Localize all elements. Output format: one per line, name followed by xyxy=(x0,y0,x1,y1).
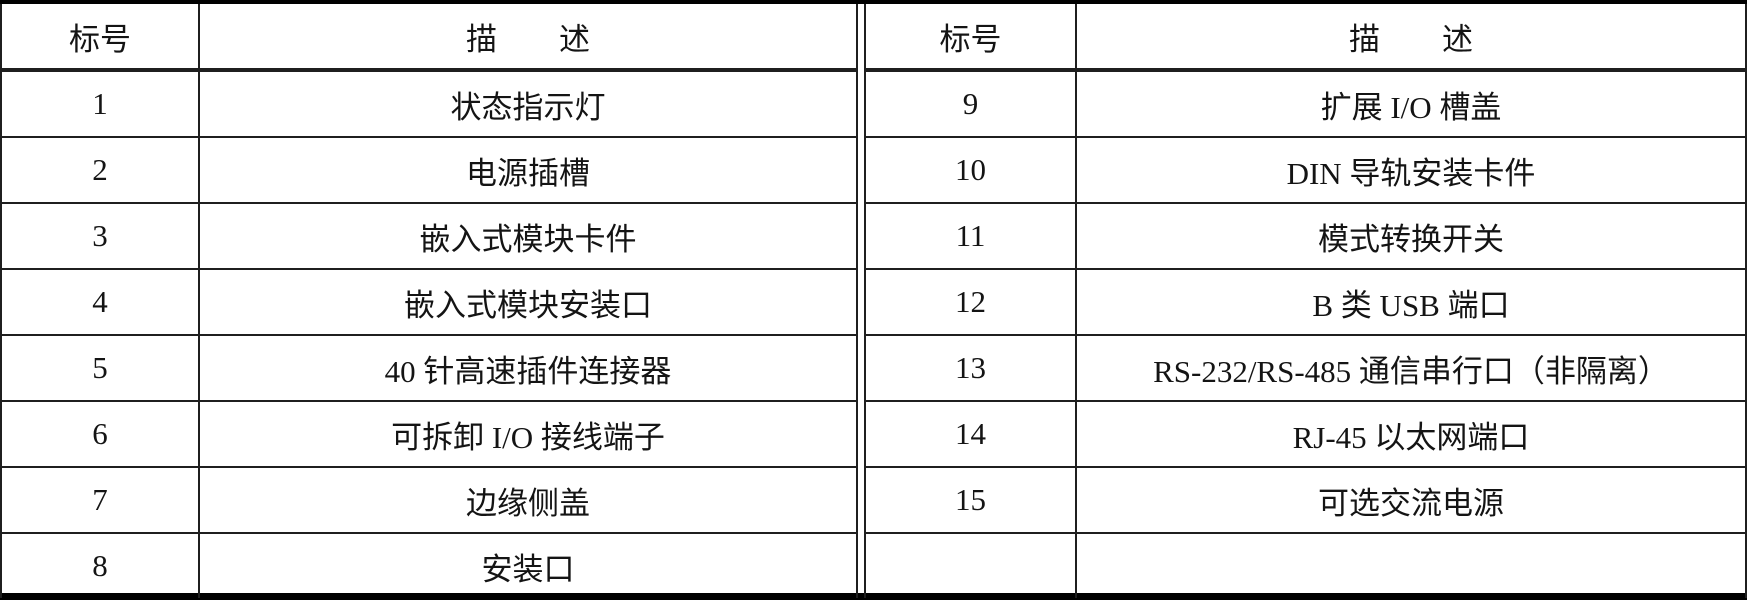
row-description-cell: 安装口 xyxy=(198,532,858,598)
row-number-cell: 2 xyxy=(0,136,200,204)
row-description-cell: 嵌入式模块卡件 xyxy=(198,202,858,270)
row-description-cell: 嵌入式模块安装口 xyxy=(198,268,858,336)
row-number-cell: 8 xyxy=(0,532,200,598)
table-row: 9 扩展 I/O 槽盖 xyxy=(864,69,1747,138)
header-label-number: 标号 xyxy=(864,4,1077,72)
table-row: 11 模式转换开关 xyxy=(864,202,1747,270)
row-number-cell: 7 xyxy=(0,466,200,534)
row-description-cell: 可拆卸 I/O 接线端子 xyxy=(198,400,858,468)
row-description-cell xyxy=(1075,532,1747,598)
row-number-cell: 6 xyxy=(0,400,200,468)
row-description-cell: 电源插槽 xyxy=(198,136,858,204)
table-row: 12 B 类 USB 端口 xyxy=(864,268,1747,336)
table-row: 13 RS-232/RS-485 通信串行口（非隔离） xyxy=(864,334,1747,402)
row-number-cell: 5 xyxy=(0,334,200,402)
row-description-cell: 模式转换开关 xyxy=(1075,202,1747,270)
header-row: 标号 描 述 xyxy=(864,4,1747,72)
header-label-description: 描 述 xyxy=(1075,4,1747,72)
row-description-cell: B 类 USB 端口 xyxy=(1075,268,1747,336)
row-number-cell: 1 xyxy=(0,69,200,138)
row-number-cell: 12 xyxy=(864,268,1077,336)
header-row: 标号 描 述 xyxy=(0,4,858,72)
table-row: 10 DIN 导轨安装卡件 xyxy=(864,136,1747,204)
row-number-cell: 14 xyxy=(864,400,1077,468)
row-number-cell xyxy=(864,532,1077,598)
row-description-cell: RS-232/RS-485 通信串行口（非隔离） xyxy=(1075,334,1747,402)
table-row: 6 可拆卸 I/O 接线端子 xyxy=(0,400,858,468)
table-row: 15 可选交流电源 xyxy=(864,466,1747,534)
double-rule-gap xyxy=(858,4,864,593)
table-row: 5 40 针高速插件连接器 xyxy=(0,334,858,402)
row-description-cell: 扩展 I/O 槽盖 xyxy=(1075,69,1747,138)
parts-table-left: 标号 描 述 1 状态指示灯 2 电源插槽 3 嵌入式模块卡件 4 嵌入式模块安装口 5 40 针… xyxy=(0,4,858,598)
row-description-cell: 可选交流电源 xyxy=(1075,466,1747,534)
row-number-cell: 4 xyxy=(0,268,200,336)
row-number-cell: 9 xyxy=(864,69,1077,138)
row-description-cell: 40 针高速插件连接器 xyxy=(198,334,858,402)
table-row: 3 嵌入式模块卡件 xyxy=(0,202,858,270)
parts-table-left-body: 1 状态指示灯 2 电源插槽 3 嵌入式模块卡件 4 嵌入式模块安装口 5 40 针高速插件连接器… xyxy=(0,69,858,598)
header-label-description: 描 述 xyxy=(198,4,858,72)
row-number-cell: 10 xyxy=(864,136,1077,204)
row-number-cell: 11 xyxy=(864,202,1077,270)
row-number-cell: 13 xyxy=(864,334,1077,402)
table-row: 1 状态指示灯 xyxy=(0,69,858,138)
row-description-cell: 边缘侧盖 xyxy=(198,466,858,534)
row-number-cell: 15 xyxy=(864,466,1077,534)
header-label-number: 标号 xyxy=(0,4,200,72)
parts-table-right-body: 9 扩展 I/O 槽盖 10 DIN 导轨安装卡件 11 模式转换开关 12 B 类 USB … xyxy=(864,69,1747,598)
table-row: 14 RJ-45 以太网端口 xyxy=(864,400,1747,468)
table-row: 2 电源插槽 xyxy=(0,136,858,204)
row-description-cell: DIN 导轨安装卡件 xyxy=(1075,136,1747,204)
parts-table-right: 标号 描 述 9 扩展 I/O 槽盖 10 DIN 导轨安装卡件 11 模式转换开关 12 B… xyxy=(864,4,1747,598)
table-row xyxy=(864,532,1747,598)
table-row: 8 安装口 xyxy=(0,532,858,598)
row-number-cell: 3 xyxy=(0,202,200,270)
row-description-cell: RJ-45 以太网端口 xyxy=(1075,400,1747,468)
row-description-cell: 状态指示灯 xyxy=(198,69,858,138)
table-row: 7 边缘侧盖 xyxy=(0,466,858,534)
table-row: 4 嵌入式模块安装口 xyxy=(0,268,858,336)
